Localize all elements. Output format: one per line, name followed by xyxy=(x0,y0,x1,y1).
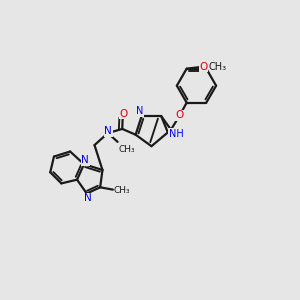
Text: N: N xyxy=(81,155,89,165)
Text: CH₃: CH₃ xyxy=(114,186,130,195)
Text: N: N xyxy=(84,193,92,203)
Text: N: N xyxy=(136,106,143,116)
Text: N: N xyxy=(104,126,112,136)
Text: CH₃: CH₃ xyxy=(209,62,227,72)
Text: O: O xyxy=(176,110,184,120)
Text: NH: NH xyxy=(169,129,183,139)
Text: O: O xyxy=(119,109,128,119)
Text: O: O xyxy=(199,62,207,72)
Text: CH₃: CH₃ xyxy=(119,145,135,154)
